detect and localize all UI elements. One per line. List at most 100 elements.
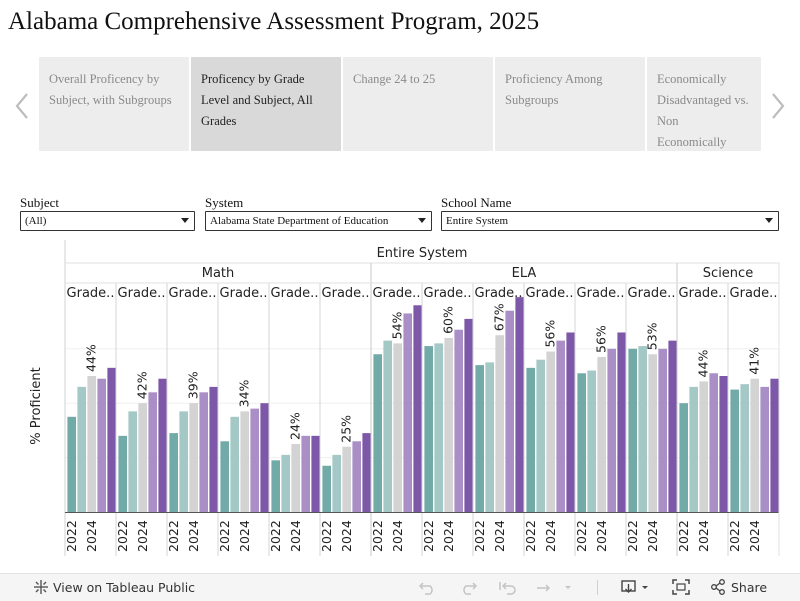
refresh-icon	[537, 584, 571, 592]
tab-change-24-25[interactable]: Change 24 to 25	[343, 57, 493, 151]
bar-2022	[118, 435, 127, 512]
bar-data-label: 56%	[543, 320, 558, 348]
subject-filter-select[interactable]: (All)	[20, 211, 195, 231]
grade-header-label: Grade..	[220, 286, 268, 301]
bar-data-label: 60%	[441, 306, 456, 334]
bar-2025	[97, 378, 106, 512]
redo-button[interactable]	[458, 579, 478, 599]
system-filter-label: System	[205, 195, 244, 210]
bar-2025	[403, 313, 412, 512]
bar-2023	[485, 362, 494, 512]
bar-2026	[515, 297, 524, 512]
bar-data-label: 39%	[186, 371, 201, 399]
y-axis-label: % Proficient	[29, 367, 44, 444]
grade-header-label: Grade..	[169, 286, 217, 301]
revert-button[interactable]	[498, 579, 518, 599]
year-tick-label: 2022	[727, 520, 742, 552]
bar-data-label: 53%	[645, 322, 660, 350]
bar-2024	[495, 335, 504, 512]
bar-2023	[434, 343, 443, 512]
bar-2022	[169, 433, 178, 512]
tab-overall-proficiency[interactable]: Overall Proficency by Subject, with Subg…	[39, 57, 189, 151]
tab-proficiency-by-grade[interactable]: Proficency by Grade Level and Subject, A…	[191, 57, 341, 151]
school-filter-label: School Name	[441, 195, 512, 210]
bar-2024	[597, 356, 606, 512]
bar-2026	[260, 403, 269, 512]
bar-2023	[638, 346, 647, 512]
share-button[interactable]: Share	[710, 579, 767, 595]
tab-economically-disadvantaged[interactable]: Economically Disadvantaged vs. Non Econo…	[647, 57, 761, 151]
bar-2025	[760, 386, 769, 512]
download-button[interactable]	[620, 579, 652, 599]
subject-header-label: Math	[202, 266, 235, 281]
toolbar-divider	[597, 580, 598, 595]
year-tick-label: 2024	[135, 520, 150, 552]
download-icon	[621, 580, 648, 593]
bar-2024	[750, 378, 759, 512]
grade-header-label: Grade..	[67, 286, 115, 301]
fullscreen-icon	[672, 579, 690, 595]
grade-header-label: Grade..	[424, 286, 472, 301]
bar-data-label: 44%	[696, 350, 711, 378]
bar-2024	[699, 381, 708, 512]
fullscreen-button[interactable]	[672, 579, 690, 599]
bar-data-label: 54%	[390, 311, 405, 339]
year-tick-label: 2022	[166, 520, 181, 552]
bar-2026	[617, 332, 626, 512]
year-tick-label: 2022	[268, 520, 283, 552]
year-tick-label: 2024	[84, 520, 99, 552]
bar-2024	[189, 403, 198, 512]
tab-proficiency-subgroups[interactable]: Proficiency Among Subgroups	[495, 57, 645, 151]
bar-2026	[209, 386, 218, 512]
tableau-logo-icon	[34, 580, 48, 594]
carousel-next-button[interactable]	[766, 86, 790, 126]
bar-2023	[383, 340, 392, 512]
bar-2023	[740, 384, 749, 512]
caret-down-icon	[418, 218, 426, 223]
carousel-prev-button[interactable]	[10, 86, 34, 126]
bar-2026	[362, 433, 371, 512]
bar-2025	[709, 373, 718, 512]
bar-data-label: 25%	[339, 415, 354, 443]
subject-filter-label: Subject	[20, 195, 59, 210]
system-filter-value: Alabama State Department of Education	[210, 215, 389, 227]
school-filter-value: Entire System	[446, 215, 509, 227]
year-tick-label: 2024	[492, 520, 507, 552]
bar-2025	[658, 348, 667, 512]
undo-button[interactable]	[418, 579, 438, 599]
view-on-tableau-link[interactable]: View on Tableau Public	[33, 579, 195, 595]
chart-title: Entire System	[377, 246, 468, 261]
bar-data-label: 34%	[237, 379, 252, 407]
system-filter-select[interactable]: Alabama State Department of Education	[205, 211, 432, 231]
year-tick-label: 2024	[747, 520, 762, 552]
grade-header-label: Grade..	[526, 286, 574, 301]
bar-data-label: 67%	[492, 303, 507, 331]
bar-2023	[689, 386, 698, 512]
bar-2023	[179, 411, 188, 512]
grade-header-label: Grade..	[373, 286, 421, 301]
grade-header-label: Grade..	[322, 286, 370, 301]
year-tick-label: 2022	[472, 520, 487, 552]
page-title: Alabama Comprehensive Assessment Program…	[8, 8, 540, 35]
year-tick-label: 2024	[237, 520, 252, 552]
story-tabs: Overall Proficency by Subject, with Subg…	[39, 57, 761, 151]
grade-header-label: Grade..	[730, 286, 778, 301]
bar-2026	[413, 305, 422, 512]
bar-2026	[464, 318, 473, 512]
bar-2023	[230, 416, 239, 512]
bar-2022	[424, 346, 433, 512]
refresh-button[interactable]	[535, 579, 575, 599]
year-tick-label: 2024	[390, 520, 405, 552]
bar-2026	[668, 340, 677, 512]
bar-2022	[526, 367, 535, 512]
school-filter-select[interactable]: Entire System	[441, 211, 779, 231]
share-icon	[711, 579, 725, 595]
bar-data-label: 24%	[288, 412, 303, 440]
bar-2022	[679, 403, 688, 512]
year-tick-label: 2022	[370, 520, 385, 552]
bar-data-label: 42%	[135, 371, 150, 399]
bar-2024	[393, 343, 402, 512]
bar-2025	[556, 340, 565, 512]
grade-header-label: Grade..	[118, 286, 166, 301]
year-tick-label: 2024	[696, 520, 711, 552]
